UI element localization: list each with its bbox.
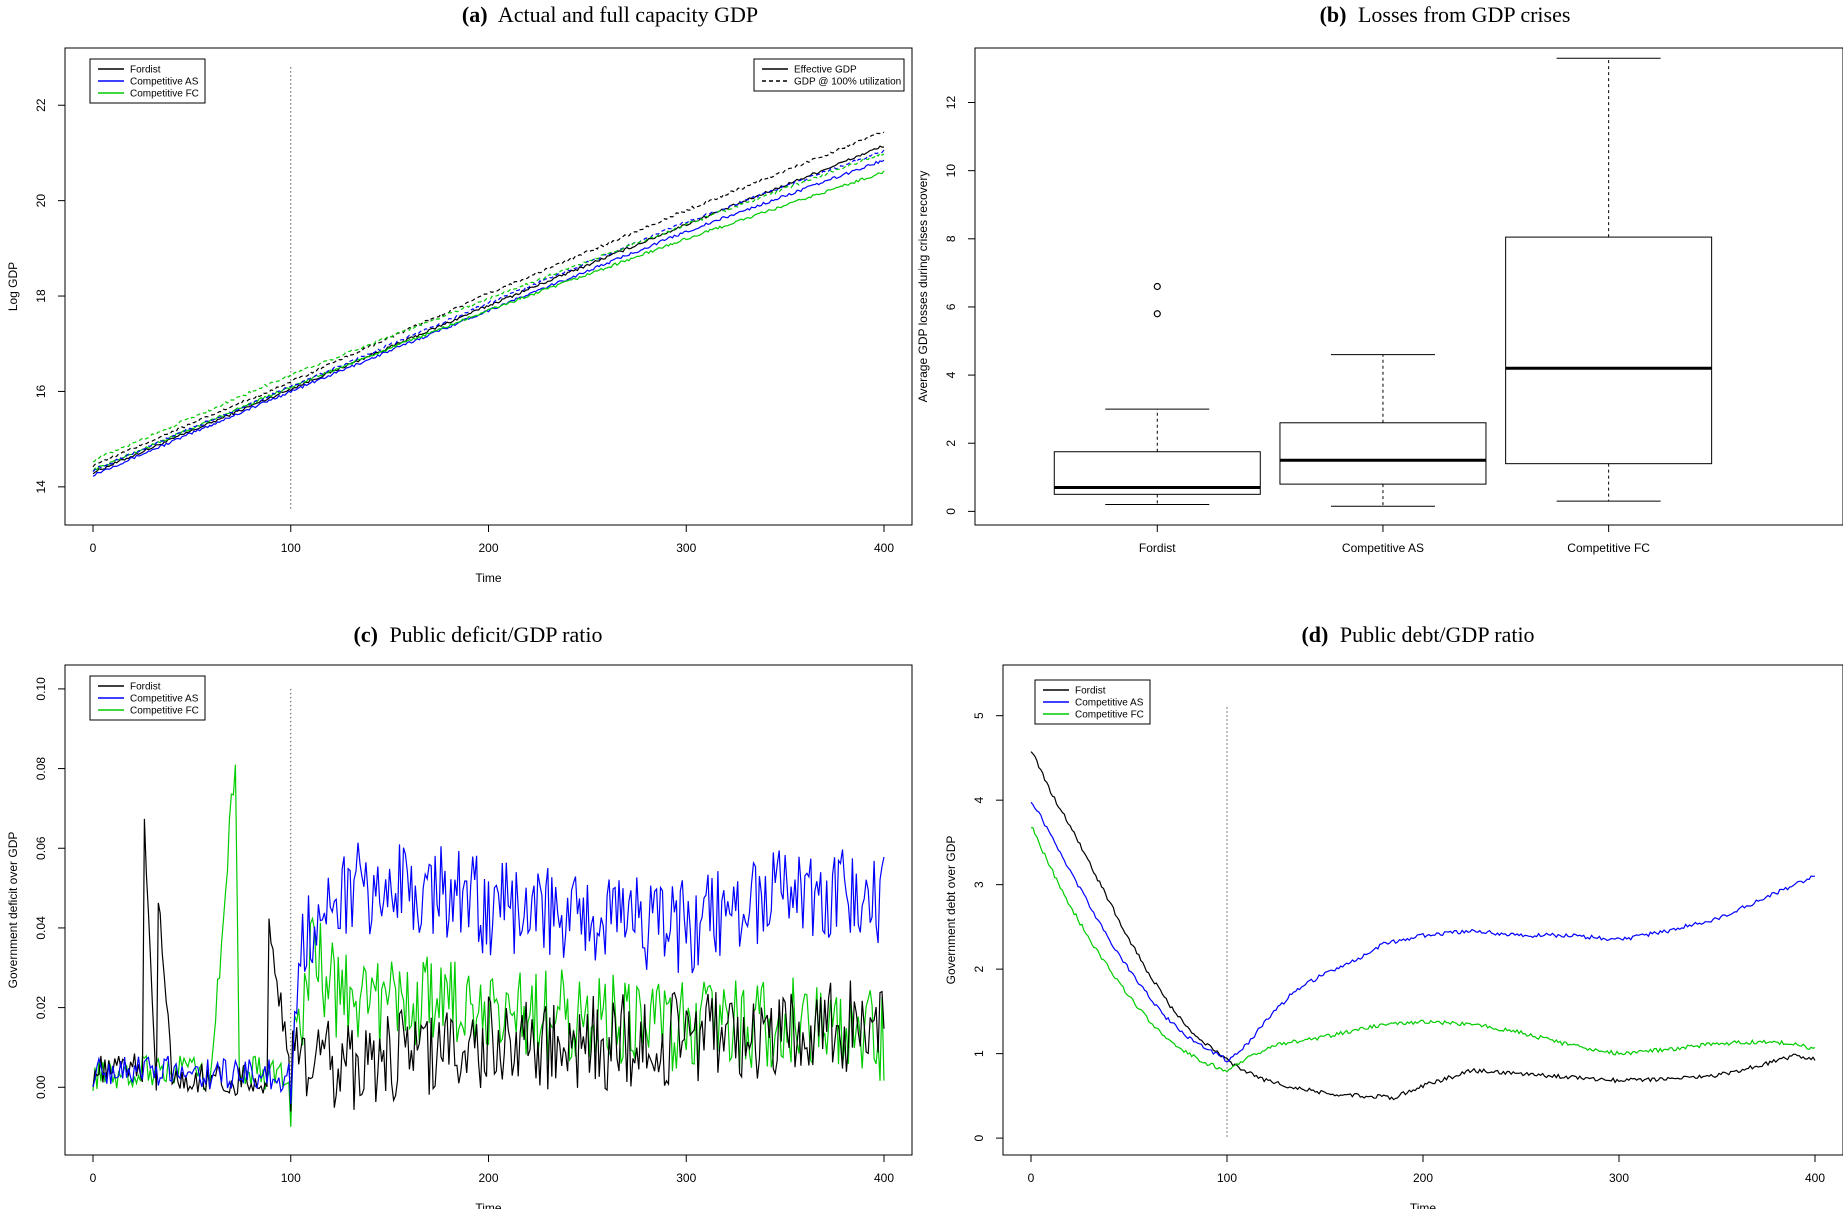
series-line-competitive-as [92,159,885,477]
y-tick-label: 8 [944,235,958,242]
panel-d-title-text: Public debt/GDP ratio [1340,622,1535,647]
category-label-competitive-fc: Competitive FC [1567,541,1650,555]
legend-entry: Competitive FC [130,706,199,717]
y-tick-label: 2 [972,965,986,972]
legend-entry: Fordist [130,682,161,693]
panel-c-title-text: Public deficit/GDP ratio [389,622,602,647]
legend-entry: Competitive AS [130,694,199,705]
panel-c-title: (c) Public deficit/GDP ratio [354,622,603,647]
y-tick-label: 0.10 [34,677,48,701]
panel-d-debt: (d) Public debt/GDP ratio 0 1 2 3 4 5 0 100 200 3… [944,622,1843,1209]
y-tick-label: 0.00 [34,1075,48,1099]
y-tick-label: 0 [944,508,958,515]
x-tick-label: 300 [676,1171,696,1185]
x-tick-label: 200 [478,1171,498,1185]
panel-c-deficit: (c) Public deficit/GDP ratio 0.00 0.02 0.0… [6,622,913,1209]
x-tick-label: 400 [1805,1171,1825,1185]
y-tick-label: 16 [34,384,48,398]
panel-a-title: (a) Actual and full capacity GDP [462,2,758,27]
plot-frame [1002,664,1843,1156]
plot-frame [64,47,913,526]
x-axis-label: Time [1410,1201,1437,1209]
x-tick-label: 200 [478,541,498,555]
y-tick-label: 20 [34,194,48,208]
panel-a-gdp: (a) Actual and full capacity GDP 14 16 18 2… [6,2,913,585]
series-line-fordist [92,818,885,1112]
series-line-competitive-as-capacity [92,149,885,472]
panel-b-losses: (b) Losses from GDP crises 0 2 4 6 8 10 12 Aver… [916,2,1843,555]
plot-frame [64,664,913,1156]
y-tick-label: 3 [972,881,986,888]
x-tick-label: 100 [281,541,301,555]
box-iqr-competitive-fc [1505,236,1713,465]
y-tick-label: 0 [972,1134,986,1141]
outlier-point-fordist [1153,310,1161,318]
panel-d-title: (d) Public debt/GDP ratio [1301,622,1534,647]
x-tick-label: 200 [1413,1171,1433,1185]
panel-a-prefix: (a) [462,2,488,27]
x-tick-label: 400 [874,1171,894,1185]
series-line-competitive-as [1030,801,1816,1063]
y-tick-label: 0.02 [34,996,48,1020]
y-axis-label: Log GDP [6,262,20,311]
series-line-fordist-capacity [92,131,885,468]
panel-b-prefix: (b) [1320,2,1347,27]
x-tick-label: 300 [1609,1171,1629,1185]
y-tick-label: 0.08 [34,757,48,781]
panel-a-title-text: Actual and full capacity GDP [498,2,758,27]
y-tick-label: 5 [972,712,986,719]
y-tick-label: 0.06 [34,836,48,860]
legend-entry: Competitive AS [130,77,199,88]
series-line-competitive-fc [92,764,885,1127]
x-tick-label: 300 [676,541,696,555]
legend-entry: Competitive FC [130,89,199,100]
y-axis-label: Government debt over GDP [944,836,958,985]
x-axis-label: Time [475,571,502,585]
x-tick-label: 0 [90,1171,97,1185]
legend-entry: GDP @ 100% utilization [794,77,901,88]
y-tick-label: 1 [972,1050,986,1057]
x-axis-label: Time [475,1201,502,1209]
x-tick-label: 0 [90,541,97,555]
y-tick-label: 0.04 [34,916,48,940]
panel-d-prefix: (d) [1301,622,1328,647]
panel-b-title-text: Losses from GDP crises [1358,2,1570,27]
legend-entry: Competitive AS [1075,698,1144,709]
plot-frame [974,47,1843,526]
y-tick-label: 2 [944,440,958,447]
y-tick-label: 6 [944,303,958,310]
legend-entry: Competitive FC [1075,710,1144,721]
category-label-fordist: Fordist [1139,541,1176,555]
panel-c-prefix: (c) [354,622,378,647]
series-line-competitive-fc [1030,827,1816,1073]
legend-entry: Fordist [1075,686,1106,697]
y-tick-label: 10 [944,164,958,178]
series-line-competitive-fc-capacity [92,152,885,463]
legend-box [753,58,905,92]
y-tick-label: 12 [944,96,958,110]
y-axis-label: Government deficit over GDP [6,832,20,989]
series-line-competitive-as [92,842,885,1105]
series-line-fordist [1030,751,1816,1101]
y-tick-label: 18 [34,289,48,303]
category-label-competitive-as: Competitive AS [1342,541,1424,555]
x-tick-label: 400 [874,541,894,555]
panel-b-title: (b) Losses from GDP crises [1320,2,1571,27]
y-axis-label: Average GDP losses during crises recover… [916,171,930,403]
box-iqr-competitive-as [1279,422,1487,485]
x-tick-label: 100 [281,1171,301,1185]
y-tick-label: 4 [944,371,958,378]
outlier-point-fordist [1153,282,1161,291]
x-tick-label: 100 [1217,1171,1237,1185]
legend-entry: Effective GDP [794,65,857,76]
series-line-fordist [92,145,884,475]
y-tick-label: 22 [34,98,48,112]
y-tick-label: 4 [972,797,986,804]
y-tick-label: 14 [34,480,48,494]
x-tick-label: 0 [1028,1171,1035,1185]
legend-entry: Fordist [130,65,161,76]
